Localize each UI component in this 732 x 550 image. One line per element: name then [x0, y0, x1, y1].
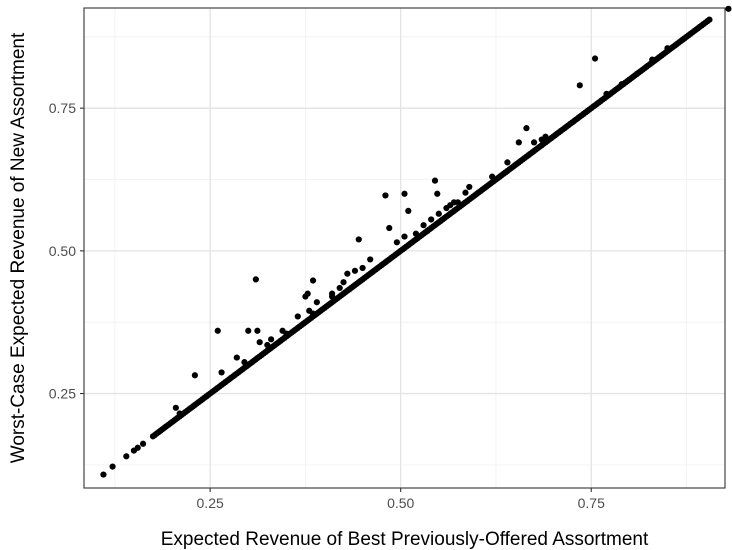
data-point [336, 284, 343, 292]
data-point [576, 82, 583, 89]
data-point [214, 327, 221, 334]
data-point [679, 36, 686, 43]
x-tick-label: 0.25 [197, 495, 224, 511]
y-axis-title: Worst-Case Expected Revenue of New Assor… [8, 32, 29, 463]
y-tick-label: 0.50 [49, 243, 76, 259]
data-point [123, 453, 130, 460]
data-point [172, 404, 179, 411]
data-point [603, 90, 610, 97]
data-point [538, 136, 545, 143]
data-point [447, 202, 454, 209]
data-point [382, 192, 389, 199]
data-point [435, 210, 442, 217]
y-tick-label: 0.75 [49, 100, 76, 116]
data-point [344, 270, 351, 277]
data-point [264, 341, 271, 349]
data-point [434, 190, 441, 197]
data-point [294, 313, 301, 320]
data-point [283, 330, 290, 337]
data-point [431, 177, 439, 184]
data-point [649, 56, 656, 63]
data-point [109, 463, 116, 470]
y-axis: 0.25 0.50 0.75 [49, 100, 84, 402]
data-point [256, 339, 263, 346]
data-point [304, 290, 311, 297]
data-point [424, 227, 431, 234]
x-axis-title: Expected Revenue of Best Previously-Offe… [161, 529, 649, 550]
data-point [351, 267, 359, 274]
data-point [454, 199, 461, 206]
data-point [340, 279, 347, 286]
data-point [367, 256, 374, 263]
data-point [725, 5, 732, 12]
data-point [203, 393, 210, 400]
data-point [405, 207, 412, 215]
data-point [252, 276, 259, 283]
data-point [412, 230, 420, 237]
data-point [428, 216, 435, 223]
data-point [241, 359, 248, 366]
data-point [139, 440, 147, 447]
data-point [523, 125, 530, 132]
data-point [664, 45, 671, 52]
data-point [462, 189, 469, 196]
data-point [466, 183, 473, 191]
data-point [309, 277, 317, 284]
panel-border [83, 7, 726, 489]
data-point [489, 173, 496, 180]
data-point [515, 139, 522, 146]
data-point [401, 233, 408, 240]
data-point [504, 159, 511, 166]
x-tick-label: 0.75 [578, 495, 605, 511]
data-point [706, 16, 713, 23]
data-point [355, 236, 362, 243]
data-point [134, 444, 141, 451]
data-point [591, 55, 599, 62]
data-point [359, 264, 366, 272]
data-point [420, 222, 427, 229]
data-point [633, 70, 641, 78]
y-tick-label: 0.25 [49, 386, 76, 402]
data-point [100, 471, 107, 478]
data-point [191, 372, 198, 379]
x-tick-label: 0.50 [387, 495, 414, 511]
data-point [618, 81, 625, 88]
grid-minor [84, 8, 725, 488]
data-point [313, 299, 320, 306]
data-point [176, 410, 183, 417]
data-point [254, 327, 261, 334]
data-points [100, 5, 732, 478]
x-axis: 0.25 0.50 0.75 [197, 488, 605, 511]
data-point [393, 239, 400, 246]
data-point [245, 327, 252, 334]
data-point [401, 190, 408, 197]
data-point [218, 369, 225, 376]
data-point [268, 336, 275, 343]
data-point [233, 354, 240, 361]
data-point [386, 224, 393, 232]
data-point [328, 293, 336, 300]
data-point [309, 310, 317, 317]
data-point [530, 139, 538, 146]
